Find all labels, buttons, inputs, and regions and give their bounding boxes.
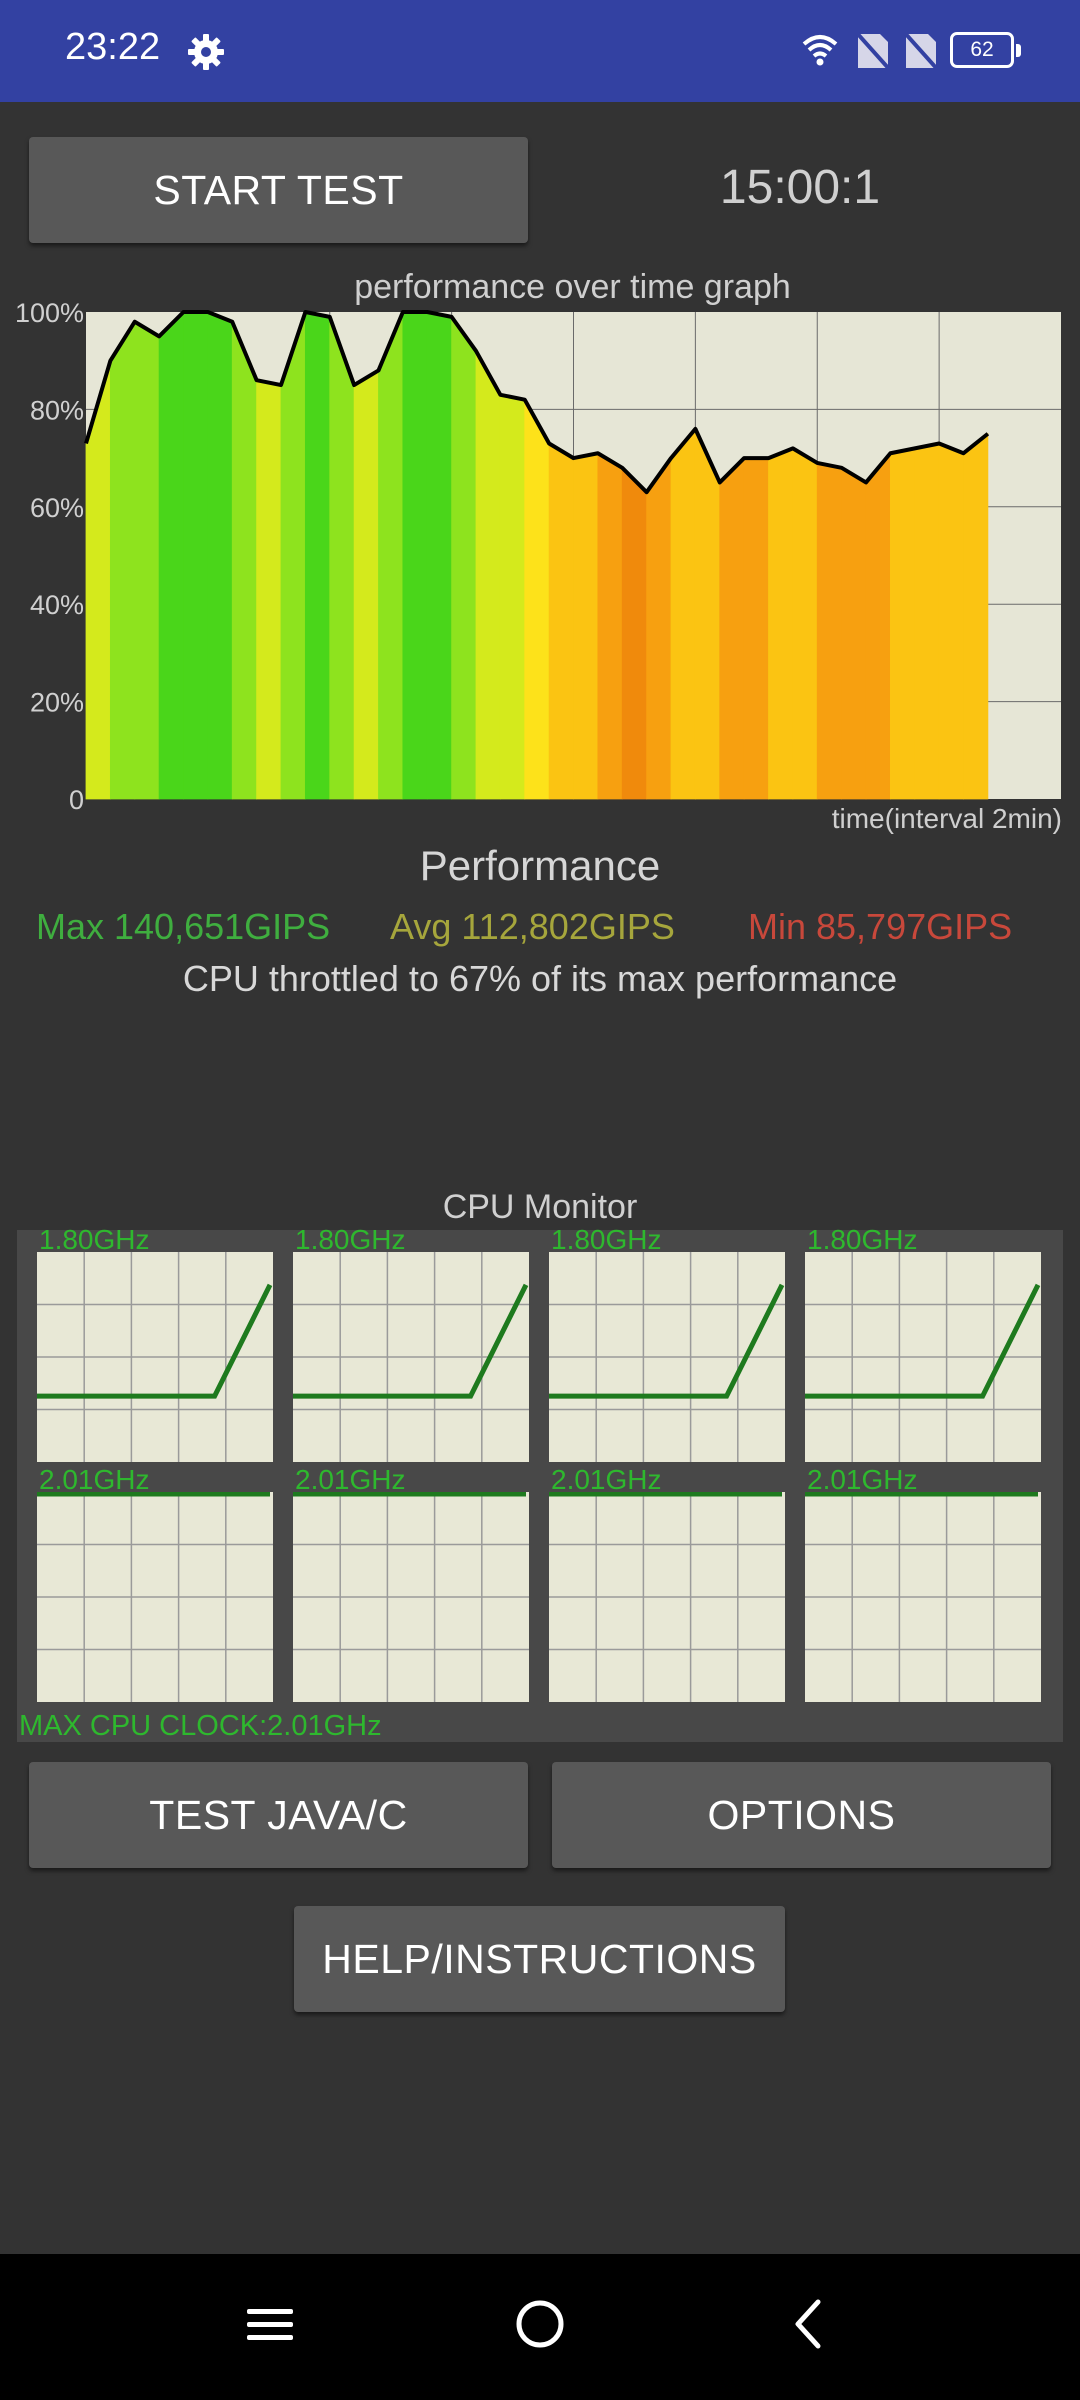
performance-band [841,467,867,800]
performance-band [256,379,282,800]
performance-band [109,320,136,800]
y-tick-label: 20% [30,688,84,718]
core-history-graph [805,1492,1041,1702]
min-performance: Min 85,797GIPS [748,906,1013,947]
test-timer: 15:00:1 [719,161,881,214]
performance-band [207,311,233,800]
throttle-summary: CPU throttled to 67% of its max performa… [182,958,898,999]
performance-band [231,321,258,800]
y-tick-label: 60% [30,493,84,523]
cpu-monitor-title: CPU Monitor [442,1188,638,1226]
core-history-graph [549,1492,785,1702]
core-frequency-line [805,1283,1041,1399]
performance-band [963,432,989,800]
y-tick-label: 40% [30,590,84,620]
performance-band [329,316,355,800]
battery-icon: 62 [950,32,1021,68]
battery-level: 62 [970,38,994,61]
core-history-graph [805,1252,1041,1462]
status-time: 23:22 [65,26,161,68]
graph-title: performance over time graph [354,268,791,306]
core-frequency: 1.80GHz [551,1224,662,1255]
options-button[interactable]: OPTIONS [552,1762,1051,1868]
core-frequency: 1.80GHz [295,1224,406,1255]
core-history-graph [293,1492,529,1702]
performance-graph: 100% 80% 60% 40% 20% 0 [15,298,1061,810]
core-frequency: 1.80GHz [39,1224,150,1255]
performance-band [792,447,818,800]
performance-band [573,452,599,800]
core-history-graph [37,1252,273,1462]
performance-line [84,310,990,495]
y-tick-label: 80% [30,395,84,425]
performance-band [499,394,526,800]
core-history-graph [293,1252,529,1462]
performance-band [621,466,648,800]
status-bar: 23:22 62 [0,0,1080,102]
help-instructions-label: HELP/INSTRUCTIONS [322,1935,757,1982]
performance-band [402,311,428,800]
performance-band [158,311,184,800]
core-frequency-line [549,1283,785,1399]
no-sim-icon [856,32,890,70]
performance-band [768,447,794,800]
performance-band [914,443,940,800]
back-icon[interactable] [780,2294,840,2354]
navigation-bar [0,2254,1080,2400]
core-history-graph [549,1252,785,1462]
no-sim-icon [904,32,938,70]
core-frequency: 2.01GHz [295,1464,406,1495]
gear-icon [188,34,224,70]
performance-band [743,457,769,800]
performance-band [670,427,696,800]
core-frequency: 1.80GHz [807,1224,918,1255]
home-icon[interactable] [510,2294,570,2354]
max-performance: Max 140,651GIPS [36,906,331,947]
performance-band [134,321,160,800]
performance-band [524,398,550,800]
start-test-button[interactable]: START TEST [29,137,528,243]
core-frequency: 2.01GHz [551,1464,662,1495]
y-tick-label: 0 [69,785,84,810]
y-tick-label: 100% [15,298,84,328]
performance-band [597,452,623,800]
core-frequency: 2.01GHz [807,1464,918,1495]
cpu-monitor-panel: 1.80GHz 1.80GHz 1.80GHz 1.80GHz 2.01GHz … [17,1224,1063,1742]
performance-band [304,311,331,800]
core-frequency-line [37,1283,273,1399]
performance-band [353,369,379,800]
core-history-graph [37,1492,273,1702]
performance-band [938,442,964,800]
performance-band [280,311,306,800]
avg-performance: Avg 112,802GIPS [390,906,675,947]
test-java-c-button[interactable]: TEST JAVA/C [29,1762,528,1868]
options-label: OPTIONS [707,1791,896,1838]
performance-heading: Performance [419,842,661,889]
performance-band [426,311,453,800]
performance-band [548,442,574,800]
help-instructions-button[interactable]: HELP/INSTRUCTIONS [294,1906,785,2012]
performance-band [865,452,891,800]
core-frequency-line [293,1283,529,1399]
performance-band [646,456,672,800]
performance-band [889,447,916,800]
performance-band [183,311,209,800]
performance-band [694,428,721,800]
performance-band [378,311,404,800]
start-test-label: START TEST [153,166,404,213]
performance-band [475,349,501,800]
menu-icon[interactable] [240,2294,300,2354]
test-java-c-label: TEST JAVA/C [149,1791,408,1838]
performance-band [719,457,745,800]
wifi-icon [802,35,838,66]
graph-x-label: time(interval 2min) [831,803,1062,834]
performance-band [451,315,477,800]
performance-band [816,462,843,800]
core-frequency: 2.01GHz [39,1464,150,1495]
max-cpu-clock: MAX CPU CLOCK:2.01GHz [19,1710,382,1742]
